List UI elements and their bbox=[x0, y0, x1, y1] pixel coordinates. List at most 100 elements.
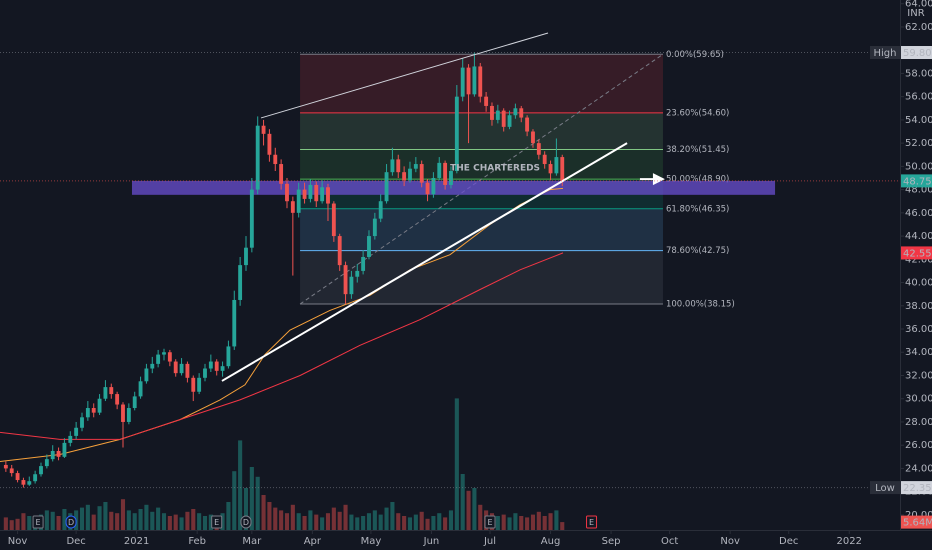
volume-bar bbox=[536, 511, 541, 530]
y-tick-label: 50.00 bbox=[905, 161, 932, 172]
candle-body bbox=[255, 125, 260, 190]
y-tick-label: 36.00 bbox=[905, 324, 932, 335]
candle-body bbox=[85, 408, 90, 418]
volume-bar bbox=[202, 516, 208, 530]
candle-body bbox=[167, 352, 172, 362]
candle-body bbox=[501, 110, 506, 127]
candle-body bbox=[173, 361, 178, 374]
candle-body bbox=[419, 164, 424, 183]
y-tick-label: 44.00 bbox=[905, 231, 932, 242]
candle-body bbox=[203, 368, 207, 378]
volume-bar bbox=[273, 507, 278, 530]
volume-bar bbox=[144, 504, 149, 530]
volume-bar bbox=[255, 476, 260, 530]
volume-bar bbox=[337, 511, 342, 530]
volume-bar bbox=[501, 514, 506, 530]
volume-bar bbox=[560, 522, 565, 530]
ma-last-value-box bbox=[901, 246, 932, 260]
candle-body bbox=[62, 442, 67, 457]
candle-body bbox=[443, 162, 448, 185]
volume-bar bbox=[243, 488, 249, 530]
candle-body bbox=[554, 157, 559, 174]
candle-body bbox=[308, 184, 313, 199]
y-tick-label: 52.00 bbox=[905, 138, 932, 149]
candle-body bbox=[484, 96, 489, 106]
x-tick-label: Dec bbox=[779, 536, 798, 547]
volume-bar bbox=[390, 502, 395, 530]
candle-body bbox=[103, 387, 108, 399]
currency-label: INR bbox=[907, 8, 924, 19]
y-tick-label: 62.00 bbox=[905, 22, 932, 33]
candle-body bbox=[507, 115, 512, 127]
volume-bar bbox=[220, 513, 225, 530]
volume-bar bbox=[138, 509, 143, 530]
arrow-head bbox=[652, 173, 665, 186]
x-tick-label: Jul bbox=[483, 536, 496, 547]
candle-body bbox=[27, 481, 32, 485]
candle-body bbox=[290, 201, 295, 213]
candle-body bbox=[138, 381, 143, 397]
candle-body bbox=[179, 363, 184, 374]
x-tick-label: 2022 bbox=[837, 536, 862, 547]
annotation: THE CHARTEREDS bbox=[450, 163, 540, 173]
candle-body bbox=[197, 377, 202, 392]
last-price-box bbox=[901, 174, 932, 188]
volume-bar bbox=[279, 510, 284, 530]
y-tick-label: 48.00 bbox=[905, 185, 932, 196]
fib-label: 100.00%(38.15) bbox=[666, 300, 735, 310]
candle-body bbox=[115, 394, 120, 405]
y-tick-label: 20.00 bbox=[905, 510, 932, 521]
event-label: E bbox=[589, 518, 594, 527]
volume-bar bbox=[179, 517, 184, 530]
volume-bar bbox=[349, 514, 354, 530]
candle-body bbox=[314, 184, 319, 202]
candle-body bbox=[437, 162, 442, 178]
marker-value-box bbox=[901, 481, 932, 495]
y-tick-label: 28.00 bbox=[905, 417, 932, 428]
fib-zone bbox=[300, 149, 663, 180]
y-tick-label: 64.00 bbox=[905, 0, 932, 10]
volume-bar bbox=[437, 513, 442, 530]
candle-body bbox=[355, 270, 360, 277]
y-tick-label: 24.00 bbox=[905, 463, 932, 474]
volume-bar bbox=[232, 471, 237, 530]
volume-bar bbox=[554, 510, 559, 530]
volume-bar bbox=[115, 513, 120, 530]
candle-body bbox=[220, 366, 225, 371]
candle-body bbox=[536, 143, 541, 155]
candle-body bbox=[548, 164, 553, 174]
candle-body bbox=[3, 464, 8, 469]
candle-body bbox=[331, 203, 336, 237]
candle-body bbox=[68, 435, 73, 443]
y-tick-label: 42.00 bbox=[905, 254, 932, 265]
volume-bar bbox=[44, 510, 49, 530]
volume-bar bbox=[97, 506, 102, 530]
volume-bar bbox=[413, 514, 418, 530]
x-tick-label: Mar bbox=[242, 536, 262, 547]
y-tick-label: 38.00 bbox=[905, 301, 932, 312]
volume-bar bbox=[513, 513, 518, 530]
y-tick-label: 32.00 bbox=[905, 370, 932, 381]
candle-body bbox=[185, 363, 190, 378]
volume-bar bbox=[50, 511, 55, 530]
event-marker bbox=[32, 515, 44, 529]
volume-bar bbox=[425, 518, 430, 530]
volume-bar bbox=[185, 511, 190, 530]
candle-body bbox=[478, 66, 483, 97]
candle-body bbox=[349, 276, 354, 295]
event-label: E bbox=[214, 518, 219, 527]
volume-bar bbox=[519, 516, 524, 530]
fib-trend bbox=[299, 53, 664, 305]
candle-body bbox=[249, 189, 254, 248]
candle-body bbox=[531, 131, 535, 144]
x-tick-label: Nov bbox=[8, 536, 28, 547]
candle-body bbox=[367, 236, 371, 257]
trend-line bbox=[221, 142, 628, 382]
volume-bar bbox=[361, 516, 366, 530]
volume-bar bbox=[21, 513, 26, 530]
volume-bar bbox=[56, 516, 61, 530]
candle-body bbox=[162, 352, 166, 355]
candle-body bbox=[214, 361, 219, 371]
volume-bar bbox=[302, 516, 307, 530]
